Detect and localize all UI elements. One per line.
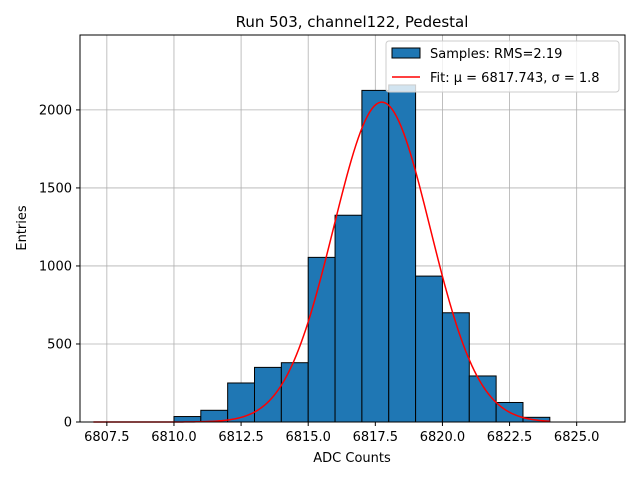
y-axis-ticks: 0 500 1000 1500 2000	[39, 103, 80, 431]
histogram-bar	[307, 256, 336, 423]
histogram-bar	[334, 214, 363, 423]
histogram-bar	[388, 84, 417, 423]
x-tick-label: 6812.5	[218, 430, 264, 445]
y-tick-label: 1000	[39, 259, 72, 274]
y-tick-label: 1500	[39, 181, 72, 196]
x-tick-label: 6807.5	[84, 430, 130, 445]
histogram-bars	[173, 84, 551, 423]
histogram-bar	[441, 312, 470, 423]
histogram-bar	[468, 375, 497, 423]
y-tick-label: 500	[47, 337, 72, 352]
legend-samples-patch	[391, 47, 421, 59]
histogram-bar	[415, 275, 443, 423]
x-tick-label: 6825.0	[554, 430, 600, 445]
y-axis-label: Entries	[15, 205, 30, 251]
legend-samples-label: Samples: RMS=2.19	[430, 47, 562, 62]
chart-title: Run 503, channel122, Pedestal	[236, 13, 469, 31]
histogram-bar	[254, 366, 282, 423]
histogram-bar	[227, 382, 256, 423]
x-tick-label: 6815.0	[285, 430, 331, 445]
x-axis-ticks: 6807.5 6810.0 6812.5 6815.0 6817.5 6820.0 6822…	[84, 422, 599, 445]
x-tick-label: 6817.5	[353, 430, 399, 445]
legend: Samples: RMS=2.19 Fit: μ = 6817.743, σ =…	[385, 40, 620, 93]
y-tick-label: 2000	[39, 103, 72, 118]
histogram-bar	[280, 362, 309, 423]
x-tick-label: 6822.5	[487, 430, 533, 445]
legend-box	[385, 40, 620, 93]
plot-frame	[79, 34, 626, 423]
x-axis-label: ADC Counts	[313, 451, 391, 466]
y-tick-label: 0	[64, 416, 72, 431]
histogram-bar	[361, 89, 390, 423]
x-tick-label: 6810.0	[151, 430, 197, 445]
legend-fit-label: Fit: μ = 6817.743, σ = 1.8	[430, 71, 600, 86]
x-tick-label: 6820.0	[420, 430, 466, 445]
